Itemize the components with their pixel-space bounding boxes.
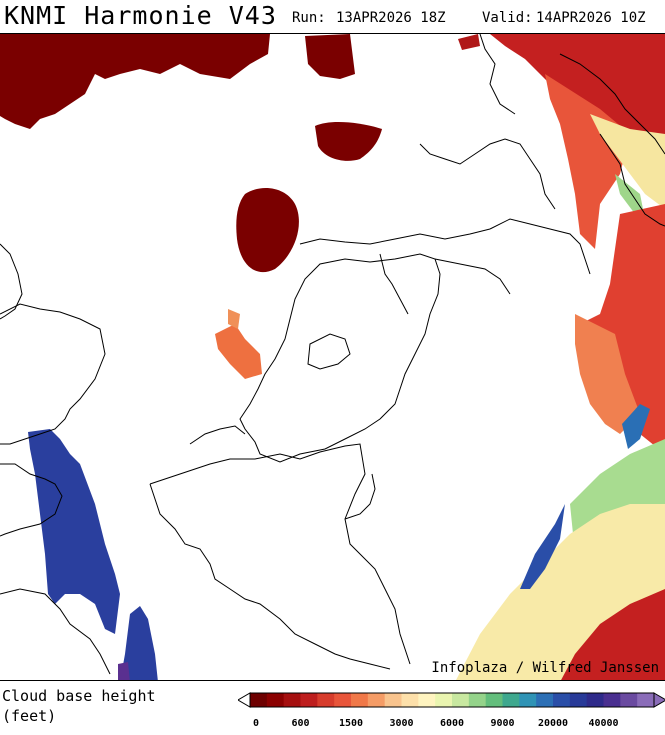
- colorbar-swatch: [586, 693, 604, 707]
- colorbar-swatch: [283, 693, 301, 707]
- cloud-area-red-east: [580, 204, 665, 454]
- cloud-area-dark-red-blob: [236, 188, 299, 273]
- colorbar-tick-label: 1500: [338, 718, 364, 729]
- variable-label: Cloud base height (feet): [2, 686, 156, 726]
- cloud-area-dark-red-north: [305, 34, 355, 79]
- cloud-area-red-southeast: [561, 589, 665, 680]
- map-canvas: [0, 34, 665, 680]
- colorbar-left-arrow: [237, 692, 251, 708]
- colorbar-swatch: [468, 693, 487, 707]
- cloud-area-blue-south: [120, 606, 158, 680]
- cloud-area-red-speck: [458, 34, 480, 50]
- colorbar-swatch: [452, 693, 470, 707]
- cloud-area-dark-red-northwest: [0, 34, 270, 129]
- colorbar-tick-label: 0: [252, 718, 260, 729]
- cloud-area-blue-southwest: [28, 429, 120, 634]
- cloud-area-green-northeast: [615, 174, 645, 219]
- colorbar-tick-label: 9000: [490, 718, 515, 729]
- colorbar-swatch: [569, 693, 588, 707]
- footer: Cloud base height (feet) 0 600 1500 3000 600…: [0, 682, 665, 735]
- colorbar-tick-label: 3000: [389, 718, 414, 729]
- run-value: 13APR2026 18Z: [336, 10, 446, 26]
- colorbar-right-arrow: [653, 692, 665, 708]
- variable-unit: (feet): [2, 707, 57, 725]
- cloud-area-yellow-southeast: [456, 504, 665, 680]
- colorbar-swatch: [317, 693, 335, 707]
- run-label: Run:: [292, 10, 326, 26]
- colorbar-swatch: [351, 693, 369, 707]
- colorbar-swatch: [401, 693, 419, 707]
- colorbar-swatch: [334, 693, 352, 707]
- colorbar-swatch: [553, 693, 571, 707]
- map-credit: Infoplaza / Wilfred Janssen: [431, 660, 659, 676]
- cloud-area-purple-south: [118, 662, 130, 680]
- colorbar-swatch: [603, 693, 621, 707]
- colorbar-swatch: [485, 693, 503, 707]
- cloud-area-blue-east-strip: [622, 404, 650, 449]
- colorbar-swatch: [637, 693, 655, 707]
- header: KNMI Harmonie V43 Run: 13APR2026 18Z Val…: [0, 0, 665, 33]
- variable-name: Cloud base height: [2, 687, 156, 705]
- valid-label: Valid:: [482, 10, 533, 26]
- colorbar-swatch: [384, 693, 402, 707]
- colorbar-tick-label: 600: [291, 718, 310, 729]
- colorbar-border: [249, 692, 655, 708]
- colorbar-swatch: [435, 693, 453, 707]
- colorbar-tick-label: 20000: [537, 718, 569, 729]
- coastlines: [0, 34, 665, 675]
- colorbar-tick-label: 40000: [588, 718, 619, 729]
- colorbar-swatch: [266, 693, 285, 707]
- colorbar-svg: [237, 692, 665, 708]
- colorbar-swatch: [367, 693, 386, 707]
- colorbar-legend: 0 600 1500 3000 6000 9000 20000 40000: [237, 692, 665, 729]
- colorbar-swatch: [519, 693, 537, 707]
- cloud-area-dark-red-center: [315, 122, 382, 161]
- forecast-map: Infoplaza / Wilfred Janssen: [0, 33, 665, 681]
- valid-value: 14APR2026 10Z: [536, 10, 646, 26]
- colorbar-swatch: [502, 693, 520, 707]
- colorbar-swatch: [536, 693, 554, 707]
- cloud-area-orange-coast: [215, 324, 262, 379]
- cloud-area-yellow-northeast: [590, 114, 665, 209]
- cloud-area-red-northeast: [490, 34, 665, 154]
- cloud-area-blue-southeast: [520, 504, 565, 589]
- model-title: KNMI Harmonie V43: [4, 1, 277, 30]
- colorbar-swatch: [418, 693, 436, 707]
- cloud-area-orange-coast-north: [228, 309, 240, 329]
- cloud-area-orange-northeast: [545, 74, 630, 249]
- colorbar-swatch: [300, 693, 318, 707]
- colorbar-swatch: [620, 693, 638, 707]
- colorbar-swatch: [250, 693, 268, 707]
- colorbar-tick-label: 6000: [439, 718, 465, 729]
- cloud-area-orange-east: [575, 314, 640, 434]
